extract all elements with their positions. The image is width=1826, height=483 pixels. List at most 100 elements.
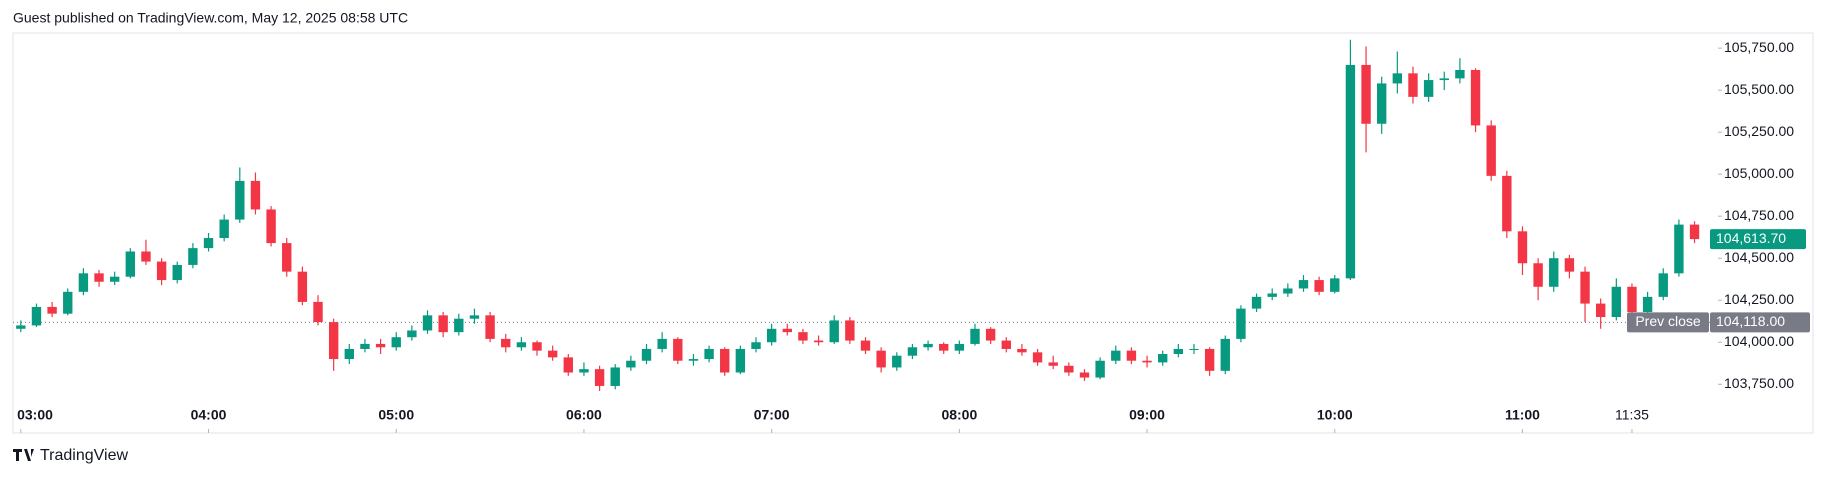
candle-body bbox=[860, 340, 871, 351]
last-price-label: 104,613.70 bbox=[1716, 230, 1786, 246]
candle-body bbox=[610, 367, 620, 386]
candle-body bbox=[438, 315, 448, 333]
y-tick-label: 105,500.00 bbox=[1724, 81, 1794, 97]
candle-body bbox=[657, 338, 667, 349]
candle-body bbox=[563, 357, 573, 373]
candle-body bbox=[109, 276, 120, 282]
candle-body bbox=[454, 318, 464, 333]
candle-body bbox=[219, 219, 229, 239]
candle-body bbox=[516, 342, 527, 348]
candle-body bbox=[1220, 338, 1230, 371]
candle-body bbox=[1079, 372, 1090, 378]
candle-body bbox=[532, 342, 542, 351]
candle-body bbox=[422, 315, 433, 331]
candle-body bbox=[720, 348, 730, 373]
candle-body bbox=[782, 328, 792, 333]
candle-body bbox=[1470, 69, 1481, 126]
candle-body bbox=[813, 340, 824, 343]
candle-body bbox=[1173, 348, 1184, 355]
candle-body bbox=[688, 359, 699, 361]
candle-body bbox=[266, 209, 276, 244]
candle-body bbox=[735, 348, 746, 373]
candle-body bbox=[1361, 64, 1371, 124]
brand-name: TradingView bbox=[40, 447, 128, 464]
candle-body bbox=[1267, 293, 1277, 297]
prev-close-label: 104,118.00 bbox=[1716, 313, 1785, 329]
candle-body bbox=[1236, 308, 1246, 339]
candle-body bbox=[1126, 350, 1137, 361]
y-tick-label: 104,500.00 bbox=[1724, 249, 1794, 265]
x-tick-label: 08:00 bbox=[941, 407, 977, 423]
candle-body bbox=[141, 251, 151, 262]
chart-title: Guest published on TradingView.com, May … bbox=[13, 10, 408, 26]
x-tick-label: 11:00 bbox=[1505, 407, 1540, 423]
prev-close-name: Prev close bbox=[1635, 313, 1701, 329]
x-tick-label: 07:00 bbox=[754, 407, 790, 423]
candle-body bbox=[1627, 286, 1637, 312]
candle-body bbox=[375, 343, 386, 348]
candle-body bbox=[1580, 271, 1590, 304]
candle-body bbox=[1158, 354, 1168, 363]
candle-body bbox=[954, 343, 965, 351]
candle-body bbox=[125, 251, 136, 277]
candle-body bbox=[594, 369, 605, 386]
candle-body bbox=[1642, 296, 1653, 312]
candle-body bbox=[1486, 125, 1496, 176]
candle-body bbox=[1595, 303, 1606, 318]
candle-body bbox=[16, 325, 26, 329]
candle-body bbox=[328, 322, 339, 360]
candle-body bbox=[1564, 258, 1575, 272]
candle-body bbox=[626, 360, 636, 368]
candle-body bbox=[1095, 360, 1105, 378]
candle-body bbox=[985, 328, 996, 341]
candle-body bbox=[579, 369, 589, 373]
candle-body bbox=[1549, 258, 1559, 287]
candle-body bbox=[485, 315, 495, 339]
x-tick-label: 10:00 bbox=[1317, 407, 1353, 423]
x-tick-label: 03:00 bbox=[17, 407, 53, 423]
candle-body bbox=[1533, 263, 1543, 287]
candle-body bbox=[1502, 175, 1512, 232]
candle-body bbox=[297, 271, 308, 302]
candle-body bbox=[360, 343, 370, 349]
candle-body bbox=[1455, 69, 1465, 79]
candle-body bbox=[407, 330, 417, 338]
candle-body bbox=[282, 243, 292, 272]
candle-body bbox=[641, 348, 652, 361]
candle-body bbox=[923, 343, 933, 348]
candle-body bbox=[1314, 280, 1324, 292]
brand-logo bbox=[13, 449, 34, 461]
candle-body bbox=[939, 343, 949, 351]
candle-body bbox=[547, 350, 558, 358]
candle-body bbox=[188, 248, 198, 265]
candle-body bbox=[156, 261, 167, 281]
x-tick-label: 04:00 bbox=[191, 407, 227, 423]
candle-body bbox=[1032, 352, 1043, 363]
candle-body bbox=[1204, 348, 1215, 371]
x-tick-label: 06:00 bbox=[566, 407, 602, 423]
candle-body bbox=[1189, 348, 1199, 350]
candle-body bbox=[94, 273, 104, 282]
y-tick-label: 105,000.00 bbox=[1724, 165, 1794, 181]
candle-body bbox=[1689, 224, 1700, 240]
candle-body bbox=[469, 315, 480, 319]
candle-body bbox=[907, 347, 918, 356]
candle-body bbox=[1423, 80, 1434, 97]
x-tick-label: 05:00 bbox=[378, 407, 414, 423]
candle-body bbox=[78, 273, 89, 292]
x-tick-label: 11:35 bbox=[1615, 407, 1649, 423]
candle-body bbox=[203, 238, 214, 249]
candle-body bbox=[1017, 348, 1027, 353]
prev-close-box bbox=[1710, 312, 1810, 333]
candle-body bbox=[1392, 73, 1403, 84]
candle-body bbox=[47, 306, 57, 314]
candle-body bbox=[704, 348, 714, 360]
candle-body bbox=[1408, 73, 1418, 97]
candle-body bbox=[1377, 83, 1387, 124]
candle-body bbox=[829, 320, 839, 343]
candle-body bbox=[1439, 78, 1449, 81]
candle-body bbox=[1658, 273, 1668, 297]
candle-body bbox=[970, 328, 980, 344]
candle-body bbox=[501, 338, 511, 348]
